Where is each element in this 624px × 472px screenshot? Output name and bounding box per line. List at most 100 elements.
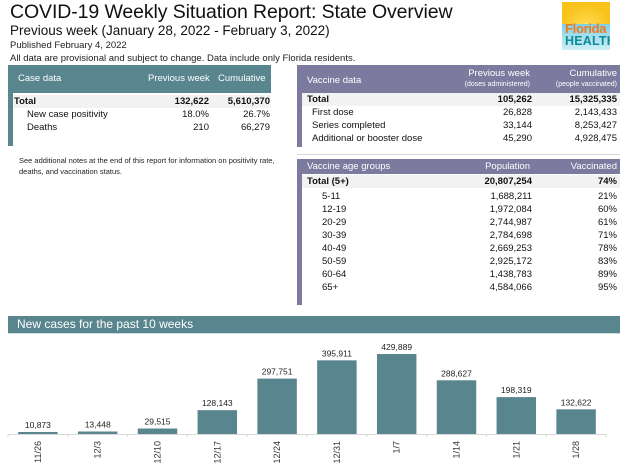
x-tick-label: 12/10 <box>153 441 163 464</box>
population-value: 2,744,987 <box>489 217 532 228</box>
age-group-label: 40-49 <box>322 243 347 254</box>
age-group-label: Total (5+) <box>307 176 349 187</box>
published-date: Published February 4, 2022 <box>10 40 127 51</box>
cumulative-value: 26.7% <box>243 109 270 120</box>
x-tick-label: 11/26 <box>33 441 43 463</box>
data-label: 198,319 <box>501 385 532 395</box>
table-row: 50-59 2,925,172 83% <box>302 255 620 268</box>
population-value: 2,925,172 <box>489 256 532 267</box>
previous-week-value: 132,622 <box>174 96 209 107</box>
table-row: Total 105,262 15,325,335 <box>302 93 620 106</box>
row-label: Deaths <box>27 122 58 133</box>
bar <box>317 360 357 434</box>
vaccinated-value: 83% <box>597 256 617 267</box>
bar <box>137 428 178 434</box>
age-groups-body: Total (5+) 20,807,254 74% 5-11 1,688,211 21% 1… <box>302 174 620 305</box>
previous-week-subheader: (doses administered) <box>464 81 530 88</box>
bar <box>257 378 297 434</box>
logo-text-florida: Florida <box>565 21 607 36</box>
previous-week-value: 18.0% <box>182 109 209 120</box>
previous-week-value: 45,290 <box>502 133 532 144</box>
cumulative-header: Cumulative <box>569 68 617 79</box>
case-data-header: Case data <box>18 73 62 84</box>
age-group-label: 50-59 <box>322 256 347 267</box>
x-tick-label: 1/14 <box>452 441 462 459</box>
bar <box>197 410 238 434</box>
cumulative-value: 8,253,427 <box>574 120 617 131</box>
population-header: Population <box>485 161 530 172</box>
data-label: 288,627 <box>441 368 472 378</box>
vaccinated-value: 60% <box>597 204 617 215</box>
row-label: Total <box>307 94 329 105</box>
vaccinated-value: 74% <box>597 176 617 187</box>
vaccinated-value: 71% <box>597 230 617 241</box>
vaccinated-value: 61% <box>597 217 617 228</box>
age-group-label: 5-11 <box>322 191 341 202</box>
row-label: Total <box>14 96 36 107</box>
population-value: 1,688,211 <box>490 191 532 202</box>
data-label: 10,873 <box>25 420 51 430</box>
disclaimer: All data are provisional and subject to … <box>10 53 356 64</box>
population-value: 20,807,254 <box>484 176 532 187</box>
water-graphic <box>562 24 610 50</box>
x-tick-label: 1/28 <box>571 441 581 459</box>
table-row: 65+ 4,584,066 95% <box>302 281 620 294</box>
population-value: 2,669,253 <box>489 243 532 254</box>
divider <box>297 154 620 155</box>
cumulative-value: 66,279 <box>240 122 270 133</box>
table-row: Additional or booster dose 45,290 4,928,… <box>302 132 620 145</box>
bar <box>376 354 417 434</box>
vaccine-data-header: Vaccine data <box>307 75 362 86</box>
data-label: 13,448 <box>85 419 111 429</box>
vaccinated-value: 78% <box>597 243 617 254</box>
x-tick-label: 1/7 <box>392 441 402 454</box>
age-group-label: 20-29 <box>322 217 347 228</box>
vaccine-data-table: Vaccine data Previous week (doses admini… <box>297 65 620 147</box>
table-row: 5-11 1,688,211 21% <box>302 190 620 203</box>
x-tick-label: 1/21 <box>511 441 521 459</box>
table-row: 20-29 2,744,987 61% <box>302 216 620 229</box>
age-groups-header: Vaccine age groups <box>307 161 391 172</box>
vaccinated-header: Vaccinated <box>570 161 617 172</box>
row-label: Additional or booster dose <box>312 133 423 144</box>
table-row: 40-49 2,669,253 78% <box>302 242 620 255</box>
row-label: Series completed <box>312 120 386 131</box>
cumulative-subheader: (people vaccinated) <box>555 81 617 88</box>
data-label: 395,911 <box>322 348 352 358</box>
chart-header-band: New cases for the past 10 weeks <box>8 316 620 334</box>
table-row: First dose 26,828 2,143,433 <box>302 106 620 119</box>
population-value: 1,972,084 <box>489 204 532 215</box>
cumulative-value: 5,610,370 <box>227 96 270 107</box>
table-row: Total 132,622 5,610,370 <box>13 95 271 108</box>
x-tick-label: 12/3 <box>93 441 103 459</box>
data-label: 429,889 <box>381 342 412 352</box>
data-label: 132,622 <box>561 397 592 407</box>
x-tick-label: 12/17 <box>212 441 222 464</box>
table-row: 12-19 1,972,084 60% <box>302 203 620 216</box>
logo-text-health: HEALTH <box>565 34 610 48</box>
x-tick-label: 12/24 <box>272 441 282 464</box>
population-value: 2,784,698 <box>489 230 532 241</box>
previous-week-value: 33,144 <box>502 120 532 131</box>
data-label: 297,751 <box>262 367 293 377</box>
previous-week-value: 210 <box>193 122 209 133</box>
bar <box>18 431 58 434</box>
table-row: 30-39 2,784,698 71% <box>302 229 620 242</box>
report-title: COVID-19 Weekly Situation Report: State … <box>10 1 453 23</box>
data-label: 128,143 <box>202 398 233 408</box>
report-period: Previous week (January 28, 2022 - Februa… <box>10 23 330 38</box>
vaccine-data-body: Total 105,262 15,325,335 First dose 26,8… <box>302 93 620 147</box>
vaccinated-value: 21% <box>597 191 617 202</box>
row-label: First dose <box>312 107 354 118</box>
new-cases-bar-chart: 10,873 11/26 13,448 12/3 29,515 12/10 128,143 1… <box>7 342 607 464</box>
population-value: 1,438,783 <box>489 269 532 280</box>
age-group-label: 12-19 <box>322 204 347 215</box>
vaccine-age-groups-table: Vaccine age groups Population Vaccinated… <box>297 159 620 305</box>
florida-health-logo: Florida HEALTH <box>562 2 610 50</box>
case-data-body: Total 132,622 5,610,370 New case positiv… <box>13 93 271 146</box>
previous-week-header: Previous week <box>468 68 530 79</box>
previous-week-value: 26,828 <box>502 107 532 118</box>
data-label: 29,515 <box>145 417 171 427</box>
vaccinated-value: 89% <box>597 269 617 280</box>
table-row: Total (5+) 20,807,254 74% <box>302 175 620 188</box>
